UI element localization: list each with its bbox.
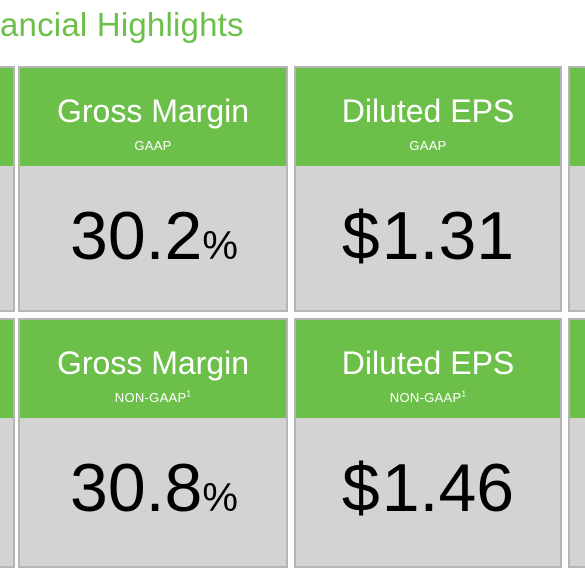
card-sublabel: GAAP [134, 138, 172, 153]
card-label: Gross Margin [56, 345, 250, 381]
card-sublabel: GAAP [409, 138, 447, 153]
card-sublabel: NON-GAAP1 [389, 389, 467, 405]
slide-title: ancial Highlights [0, 6, 244, 43]
card-partial-left-top [0, 66, 15, 312]
card-diluted-eps-non-gaap: Diluted EPS NON-GAAP1 $1.46 [294, 318, 562, 568]
card-header [0, 68, 13, 166]
card-header [0, 320, 13, 418]
card-header [20, 320, 286, 418]
card-gross-margin-non-gaap: Gross Margin NON-GAAP1 30.8% [18, 318, 288, 568]
card-label: Diluted EPS [341, 93, 515, 129]
card-header [570, 68, 585, 166]
card-sublabel: NON-GAAP1 [114, 389, 192, 405]
card-header [296, 68, 560, 166]
card-header [296, 320, 560, 418]
card-value: $1.31 [341, 198, 515, 274]
card-diluted-eps-gaap: Diluted EPS GAAP $1.31 [294, 66, 562, 312]
card-header [570, 320, 585, 418]
card-gross-margin-gaap: Gross Margin GAAP 30.2% [18, 66, 288, 312]
card-label: Gross Margin [56, 93, 250, 129]
card-value: $1.46 [341, 450, 515, 526]
card-label: Diluted EPS [341, 345, 515, 381]
card-partial-left-bottom [0, 318, 15, 568]
card-value: 30.8% [70, 450, 238, 526]
card-value: 30.2% [70, 198, 238, 274]
card-partial-right-bottom [568, 318, 585, 568]
card-header [20, 68, 286, 166]
card-partial-right-top [568, 66, 585, 312]
